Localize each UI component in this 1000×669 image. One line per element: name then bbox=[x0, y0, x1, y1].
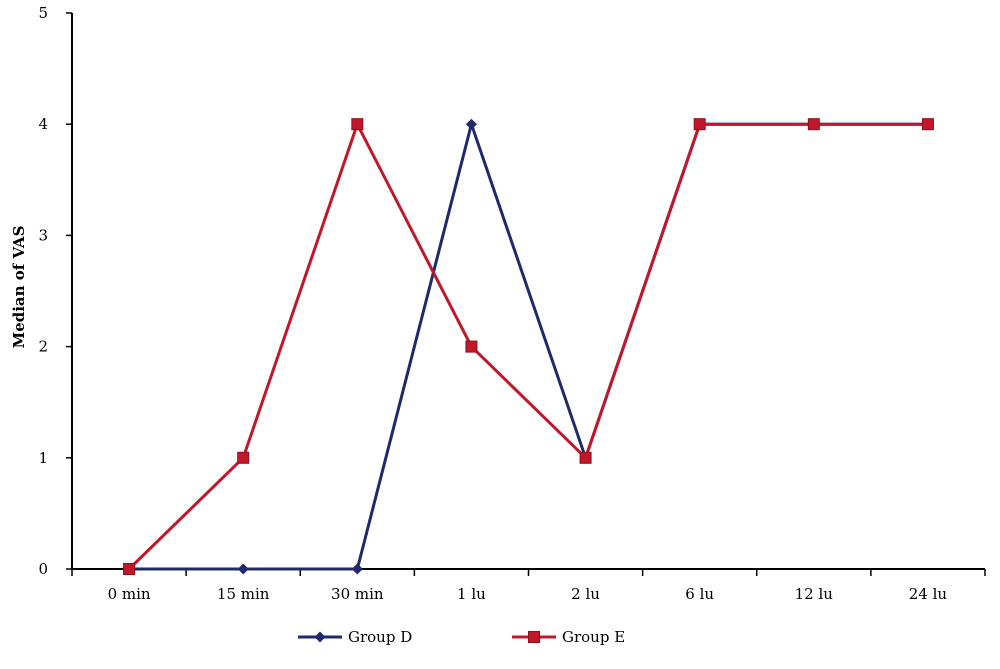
x-tick-label: 12 lu bbox=[795, 585, 834, 603]
legend-item-group-d: Group D bbox=[298, 628, 412, 646]
x-axis-ticks: 0 min 15 min 30 min 1 lu 2 lu 6 lu 12 lu 24 lu bbox=[71, 569, 986, 603]
x-tick-label: 15 min bbox=[217, 585, 270, 603]
y-tick-label: 3 bbox=[38, 226, 48, 244]
x-tick-label: 24 lu bbox=[909, 585, 948, 603]
data-point-group-d bbox=[237, 563, 249, 575]
series-group-e bbox=[123, 118, 934, 575]
data-point-group-e bbox=[465, 340, 478, 353]
legend-marker bbox=[528, 631, 540, 643]
data-point-group-e bbox=[237, 451, 250, 464]
y-axis-title: Median of VAS bbox=[10, 226, 28, 349]
y-tick-label: 1 bbox=[38, 449, 48, 467]
y-axis-ticks: 0 1 2 3 4 5 bbox=[38, 4, 72, 578]
legend-label: Group E bbox=[562, 628, 625, 646]
y-tick-label: 5 bbox=[38, 4, 48, 22]
data-point-group-e bbox=[351, 118, 364, 131]
series-line-group-d bbox=[129, 118, 928, 571]
x-tick-label: 2 lu bbox=[571, 585, 600, 603]
data-point-group-e bbox=[921, 118, 934, 131]
y-tick-label: 0 bbox=[38, 560, 48, 578]
y-tick-label: 2 bbox=[38, 338, 48, 356]
data-point-group-e bbox=[807, 118, 820, 131]
data-point-group-d bbox=[351, 563, 363, 575]
legend-item-group-e: Group E bbox=[512, 628, 625, 646]
series-group-d bbox=[123, 118, 934, 575]
y-tick-label: 4 bbox=[38, 115, 48, 133]
x-tick-label: 1 lu bbox=[457, 585, 486, 603]
data-point-group-e bbox=[579, 451, 592, 464]
data-point-group-e bbox=[693, 118, 706, 131]
data-point-group-e bbox=[123, 563, 136, 575]
legend-label: Group D bbox=[348, 628, 412, 646]
x-tick-label: 30 min bbox=[331, 585, 384, 603]
legend-marker bbox=[314, 631, 326, 643]
data-point-group-d bbox=[465, 118, 477, 130]
series-line-group-e bbox=[128, 120, 928, 571]
x-tick-label: 0 min bbox=[108, 585, 151, 603]
chart-legend: Group D Group E bbox=[298, 628, 625, 646]
series-layer bbox=[123, 118, 934, 575]
x-tick-label: 6 lu bbox=[685, 585, 714, 603]
